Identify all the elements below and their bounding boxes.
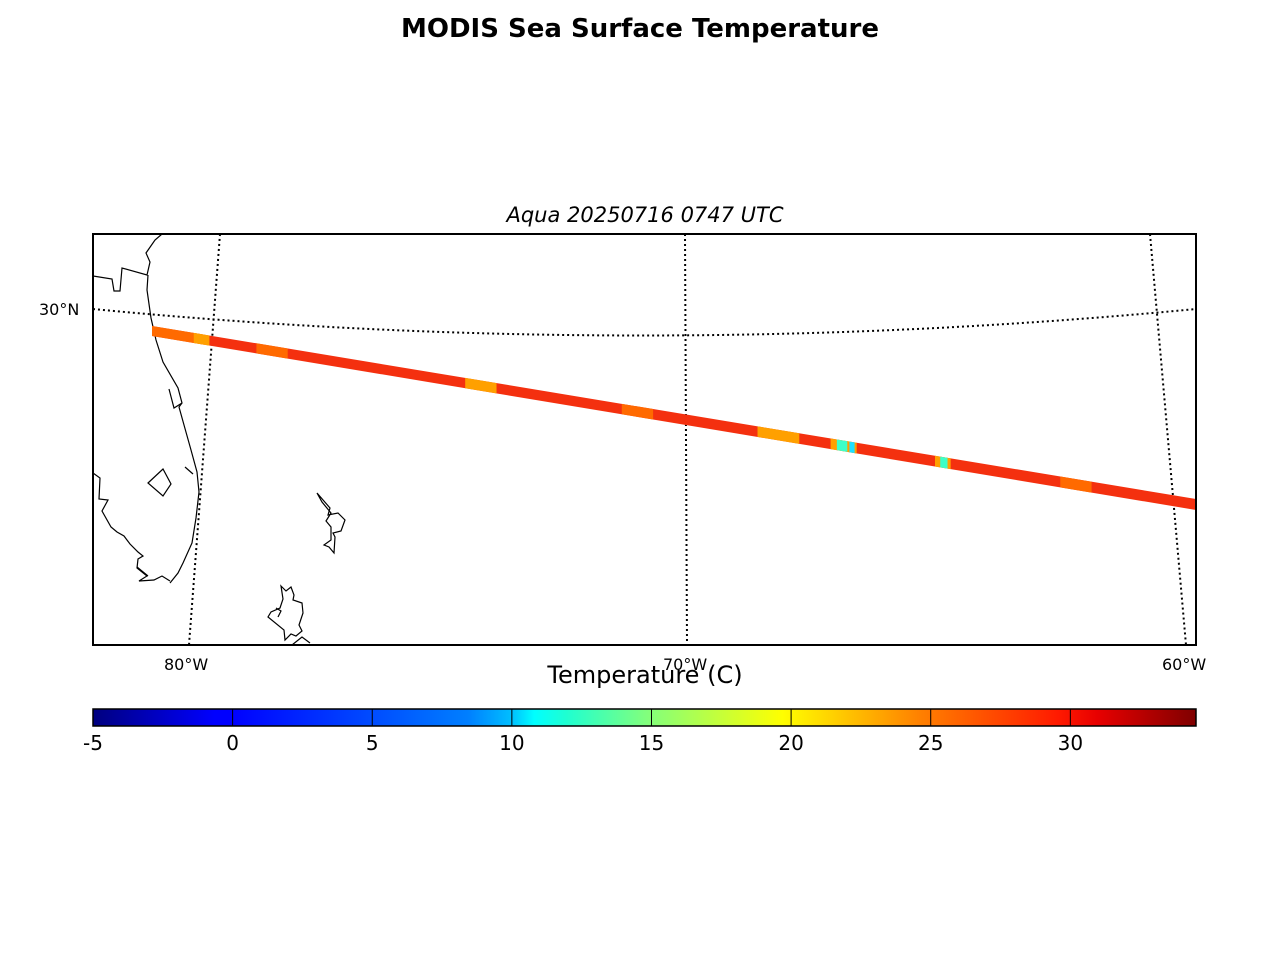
colorbar-label: Temperature (C) bbox=[547, 661, 743, 689]
florida-east-coast bbox=[146, 274, 200, 584]
andros-inlet bbox=[275, 607, 282, 618]
map-content bbox=[93, 234, 1196, 645]
swath-warm-segment bbox=[1060, 476, 1092, 493]
colorbar-tick-label: 0 bbox=[226, 731, 239, 755]
swath-cool-segment bbox=[849, 441, 855, 454]
map-subtitle: Aqua 20250716 0747 UTC bbox=[506, 203, 784, 227]
meridian-70w bbox=[684, 234, 688, 645]
colorbar-gradient bbox=[92, 708, 1197, 727]
meridian-80w bbox=[188, 234, 221, 645]
lon-label-70w: 70°W bbox=[663, 655, 708, 674]
map-frame bbox=[92, 233, 1197, 646]
swath-cool-segment bbox=[940, 456, 948, 469]
figure-title: MODIS Sea Surface Temperature bbox=[401, 14, 879, 44]
florida-bay-islands bbox=[136, 566, 149, 577]
swath-warm-segment bbox=[465, 377, 497, 394]
grand-bahama bbox=[316, 492, 346, 555]
lon-label-80w: 80°W bbox=[164, 655, 209, 674]
swath-warm-segment bbox=[256, 343, 288, 359]
swath-warm-segment bbox=[152, 326, 205, 345]
swath-warm-segment bbox=[757, 426, 800, 444]
colorbar-tick-marks bbox=[232, 709, 1071, 726]
satellite-swath bbox=[152, 326, 1196, 510]
colorbar-tick-label: 30 bbox=[1057, 731, 1084, 755]
lon-label-60w: 60°W bbox=[1162, 655, 1207, 674]
lat-label-30n: 30°N bbox=[39, 300, 80, 319]
swath-warm-segment bbox=[193, 332, 210, 346]
florida-keys-east bbox=[184, 466, 194, 475]
colorbar-tick-label: 20 bbox=[778, 731, 804, 755]
swath-warm-segment bbox=[621, 403, 654, 420]
map-panel bbox=[92, 233, 1197, 646]
colorbar-tick-label: 15 bbox=[638, 731, 665, 755]
coastlines bbox=[93, 234, 346, 645]
us-east-coast bbox=[93, 234, 163, 292]
lake-okeechobee bbox=[147, 468, 172, 497]
parallel-30n bbox=[93, 308, 1196, 337]
colorbar-tick-label: 5 bbox=[365, 731, 379, 755]
cape-canaveral bbox=[168, 388, 183, 409]
colorbar-tick-label: -5 bbox=[83, 731, 103, 755]
graticule bbox=[93, 234, 1196, 645]
andros-island bbox=[267, 584, 304, 642]
swath-cool-segment bbox=[836, 439, 848, 452]
colorbar-tick-label: 10 bbox=[499, 731, 525, 755]
colorbar-tick-label: 25 bbox=[917, 731, 944, 755]
exuma-islands bbox=[291, 636, 311, 645]
meridian-60w bbox=[1149, 234, 1187, 645]
swath-band bbox=[152, 326, 1196, 510]
florida-west-coast bbox=[93, 472, 171, 582]
